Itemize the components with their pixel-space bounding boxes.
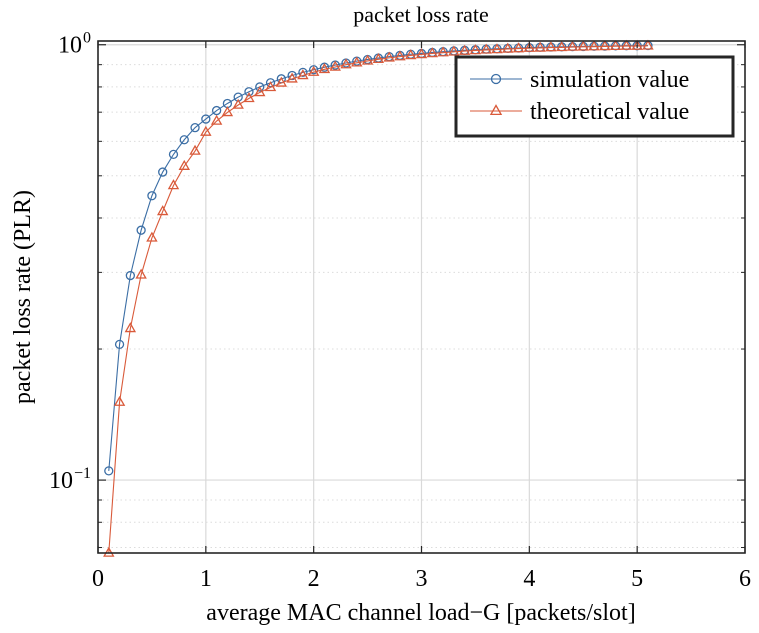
series-point-simulation [179, 135, 189, 145]
series-point-theoretical [286, 72, 298, 83]
series-point-theoretical [135, 268, 147, 279]
series-point-simulation [125, 270, 136, 281]
series-point-theoretical [405, 49, 417, 60]
ticks [97, 41, 746, 553]
series-point-simulation [265, 78, 276, 88]
series-point-theoretical [426, 47, 438, 58]
legend: simulation value theoretical value [454, 55, 735, 138]
series-point-theoretical [577, 40, 589, 51]
series-point-simulation [255, 82, 265, 92]
series-point-theoretical [566, 40, 579, 51]
series-point-theoretical [124, 322, 137, 333]
y-axis-label: packet loss rate (PLR) [10, 190, 36, 404]
x-tick-label: 5 [631, 566, 643, 592]
series-point-theoretical [631, 39, 643, 50]
x-tick-label: 6 [739, 566, 751, 592]
series-point-theoretical [351, 56, 363, 67]
y-tick-label-base: 10 [49, 468, 73, 494]
series-point-theoretical [448, 45, 460, 56]
series-point-theoretical [113, 395, 126, 406]
series-point-simulation [201, 114, 211, 124]
legend-marker-theoretical [489, 104, 503, 116]
series-point-theoretical [254, 86, 266, 97]
chart-title: packet loss rate [353, 2, 489, 27]
series-point-theoretical [103, 546, 115, 557]
series-point-theoretical [340, 58, 352, 69]
series-point-theoretical [329, 60, 341, 71]
series-point-theoretical [167, 179, 180, 190]
series-point-simulation [309, 65, 319, 75]
legend-box [454, 55, 735, 138]
x-tick-label: 3 [416, 566, 428, 592]
series-point-theoretical [523, 41, 536, 52]
y-tick-label: 10 −1 [49, 465, 91, 494]
series-point-theoretical [275, 76, 288, 87]
series-point-theoretical [178, 159, 190, 170]
series-point-theoretical [146, 231, 158, 242]
series-point-simulation [298, 67, 308, 78]
series-point-simulation [190, 123, 200, 133]
legend-label-theoretical: theoretical value [530, 99, 689, 125]
x-axis-label: average MAC channel load−G [packets/slot… [206, 600, 635, 626]
series-point-theoretical [599, 40, 611, 51]
y-tick-label-exponent: −1 [74, 465, 91, 482]
series-point-simulation [104, 466, 114, 476]
x-tick-label: 2 [308, 566, 320, 592]
series-point-simulation [147, 191, 157, 201]
series-point-simulation [244, 87, 254, 97]
y-tick-label-exponent: 0 [83, 30, 91, 47]
series-point-theoretical [189, 144, 201, 155]
series-point-theoretical [221, 106, 234, 117]
series-point-theoretical [210, 114, 223, 125]
series-point-theoretical [437, 46, 449, 57]
x-tick-label: 1 [200, 566, 212, 592]
y-tick-label: 10 0 [58, 30, 91, 59]
series-point-theoretical [642, 39, 654, 50]
series-point-simulation [158, 167, 168, 177]
series-point-theoretical [545, 41, 557, 52]
series-point-theoretical [200, 125, 212, 136]
series-point-theoretical [415, 48, 428, 59]
series-point-simulation [136, 225, 146, 235]
series-point-theoretical [264, 81, 277, 92]
series-point-theoretical [534, 41, 546, 52]
series-point-theoretical [609, 39, 622, 51]
series-point-theoretical [469, 44, 482, 55]
series-point-simulation [114, 339, 125, 350]
series-point-theoretical [555, 41, 568, 52]
series-point-theoretical [383, 51, 395, 62]
series-point-theoretical [243, 92, 255, 103]
series-point-theoretical [620, 39, 633, 50]
x-tick-label: 0 [92, 566, 104, 592]
y-tick-label-base: 10 [58, 33, 82, 59]
series-point-theoretical [307, 65, 320, 76]
series-point-simulation [287, 70, 297, 81]
series-point-simulation [168, 149, 179, 160]
series-layer [103, 39, 654, 557]
series-point-theoretical [232, 98, 244, 109]
series-point-simulation [211, 105, 222, 116]
series-point-theoretical [361, 54, 374, 65]
series-point-theoretical [318, 63, 331, 74]
series-point-theoretical [480, 43, 492, 54]
series-point-theoretical [458, 44, 471, 55]
series-point-theoretical [372, 52, 385, 64]
x-tick-label: 4 [523, 566, 535, 592]
legend-label-simulation: simulation value [530, 67, 689, 93]
series-point-theoretical [502, 42, 514, 53]
series-point-theoretical [297, 69, 309, 80]
legend-marker-simulation [490, 73, 502, 85]
series-point-theoretical [512, 42, 525, 53]
series-point-theoretical [394, 50, 406, 61]
series-point-theoretical [156, 205, 169, 216]
series-point-theoretical [491, 43, 503, 54]
series-point-theoretical [588, 40, 600, 51]
